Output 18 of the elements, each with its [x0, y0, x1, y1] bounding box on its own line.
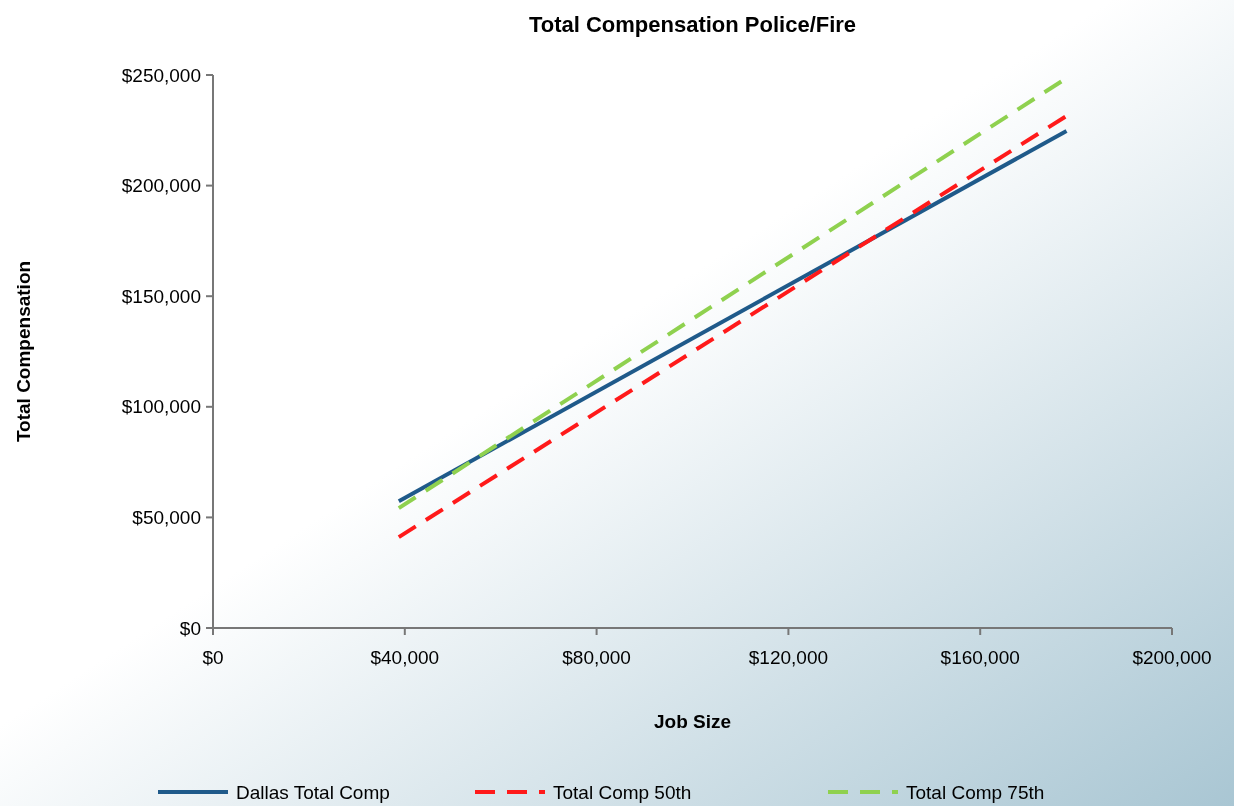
x-tick-label: $120,000	[748, 647, 829, 668]
x-tick-label: $160,000	[940, 647, 1020, 668]
x-tick-label: $0	[202, 647, 224, 668]
x-tick-label: $40,000	[370, 647, 440, 668]
y-tick-label: $250,000	[121, 64, 201, 86]
y-axis-title: Total Compensation	[13, 260, 34, 443]
x-tick-label: $200,000	[1132, 647, 1212, 668]
legend-label: Total Comp 75th	[906, 781, 1045, 803]
legend-label: Total Comp 50th	[553, 781, 692, 803]
x-axis-title: Job Size	[653, 711, 732, 732]
y-tick-label: $0	[179, 617, 201, 639]
legend-label: Dallas Total Comp	[236, 781, 390, 803]
y-tick-label: $150,000	[121, 285, 201, 307]
x-tick-label: $80,000	[562, 647, 631, 668]
y-tick-label: $50,000	[132, 507, 201, 529]
y-tick-label: $200,000	[121, 175, 201, 197]
chart-title: Total Compensation Police/Fire	[528, 12, 857, 37]
y-tick-label: $100,000	[121, 396, 201, 418]
